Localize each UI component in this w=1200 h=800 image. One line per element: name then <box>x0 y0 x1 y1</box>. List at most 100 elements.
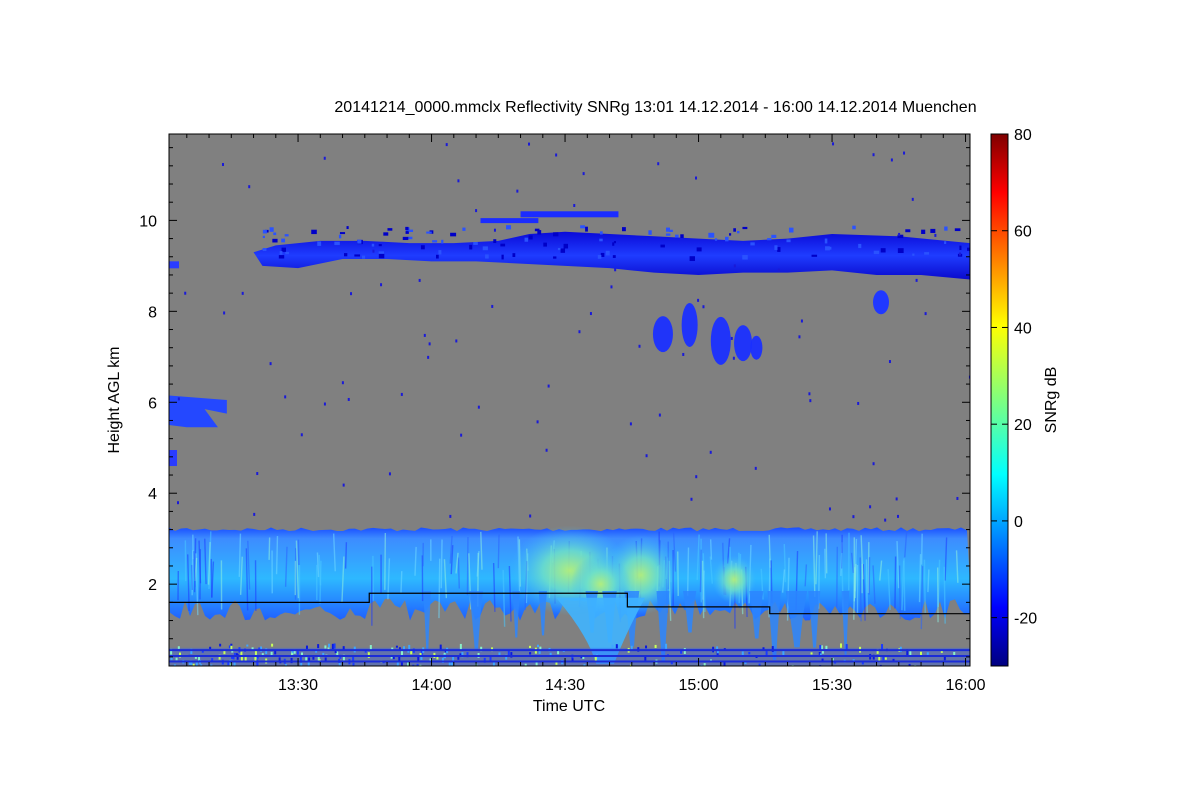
cirrus-speck <box>924 252 930 255</box>
clutter-pixel <box>170 656 173 661</box>
cirrus-speck <box>262 229 267 234</box>
noise-pixel <box>347 397 350 401</box>
clutter-pixel <box>555 661 558 665</box>
clutter-pixel <box>305 657 308 663</box>
clutter-pixel <box>670 661 673 665</box>
clutter-pixel <box>352 662 355 666</box>
clutter-pixel <box>211 658 214 661</box>
cirrus-speck <box>279 251 283 255</box>
clutter-pixel <box>285 664 288 666</box>
cirrus-speck <box>426 231 432 234</box>
cirrus-speck <box>774 245 778 251</box>
noise-pixel <box>884 518 887 522</box>
cloud-streak <box>786 557 790 621</box>
clutter-pixel <box>723 661 726 666</box>
clutter-pixel <box>748 651 751 655</box>
cirrus-layer <box>169 211 970 315</box>
y-tick-label: 2 <box>148 577 157 594</box>
clutter-pixel <box>420 649 423 656</box>
clutter-pixel <box>582 656 585 659</box>
noise-pixel <box>911 197 914 201</box>
cirrus-speck <box>408 229 414 232</box>
cirrus-speck <box>599 231 603 235</box>
noise-pixel <box>380 283 383 287</box>
clutter-pixel <box>407 660 410 666</box>
x-tick-label: 16:00 <box>946 677 986 694</box>
cloud-streak <box>480 531 483 570</box>
fall-streak <box>683 590 697 633</box>
noise-pixel <box>888 360 891 364</box>
clutter-pixel <box>466 652 469 658</box>
cirrus-speck <box>383 232 389 236</box>
noise-pixel <box>777 268 780 272</box>
cirrus-fragment <box>520 211 619 218</box>
clutter-pixel <box>194 656 197 659</box>
cirrus-speck <box>524 237 529 242</box>
clutter-pixel <box>210 664 213 666</box>
cirrus-speck <box>281 238 286 243</box>
clutter-pixel <box>300 662 303 666</box>
clutter-pixel <box>810 652 813 655</box>
cirrus-speck <box>597 254 602 259</box>
clutter-pixel <box>645 645 648 649</box>
clutter-pixel <box>703 663 706 666</box>
noise-pixel <box>493 228 496 232</box>
cirrus-speck <box>500 243 506 247</box>
cloud-streak <box>872 565 876 604</box>
clutter-pixel <box>201 650 204 653</box>
clutter-pixel <box>317 655 320 661</box>
noise-pixel <box>222 163 225 167</box>
cirrus-speck <box>462 227 466 231</box>
noise-pixel <box>645 454 648 458</box>
noise-pixel <box>323 156 326 160</box>
noise-pixel <box>968 375 970 379</box>
noise-pixel <box>457 179 460 183</box>
noise-pixel <box>388 472 391 476</box>
clutter-pixel <box>219 643 222 647</box>
cloud-streak <box>275 535 279 575</box>
clutter-pixel <box>246 644 249 647</box>
cloud-streak <box>316 552 320 578</box>
clutter-pixel <box>230 645 233 651</box>
clutter-pixel <box>483 657 486 663</box>
clutter-pixel <box>258 647 261 650</box>
noise-pixel <box>896 514 899 518</box>
clutter-pixel <box>831 658 834 661</box>
clutter-pixel <box>762 647 765 650</box>
noise-pixel <box>528 142 531 146</box>
noise-pixel <box>555 153 558 157</box>
cirrus-speck <box>560 248 566 253</box>
cloud-streak <box>955 550 959 583</box>
cirrus-speck <box>436 254 439 259</box>
clutter-pixel <box>416 663 419 666</box>
clutter-pixel <box>188 660 191 665</box>
clutter-pixel <box>953 651 956 657</box>
cloud-streak <box>332 533 336 572</box>
clutter-pixel <box>665 643 668 649</box>
noise-pixel <box>545 448 548 452</box>
noise-pixel <box>475 209 478 213</box>
clutter-pixel <box>338 662 341 666</box>
cirrus-speck <box>557 247 561 251</box>
fall-streak <box>785 590 808 648</box>
noise-pixel <box>253 512 256 516</box>
fall-streak <box>512 590 520 638</box>
clutter-pixel <box>943 655 946 661</box>
clutter-pixel <box>231 656 234 659</box>
clutter-pixel <box>333 643 336 649</box>
cloud-streak <box>319 560 322 604</box>
cloud-streak <box>198 540 202 584</box>
cirrus-speck <box>262 248 267 251</box>
cloud-streak <box>854 563 857 599</box>
y-tick-label: 8 <box>148 304 157 321</box>
x-axis-label: Time UTC <box>532 698 606 715</box>
noise-pixel <box>248 185 251 189</box>
colorbar <box>990 133 1009 667</box>
clutter-pixel <box>524 663 527 666</box>
cirrus-body <box>253 231 970 280</box>
cirrus-speck <box>742 226 748 230</box>
x-tick-label: 15:30 <box>812 677 852 694</box>
cirrus-speck <box>482 246 488 251</box>
cirrus-speck <box>648 230 652 235</box>
noise-pixel <box>934 233 937 237</box>
